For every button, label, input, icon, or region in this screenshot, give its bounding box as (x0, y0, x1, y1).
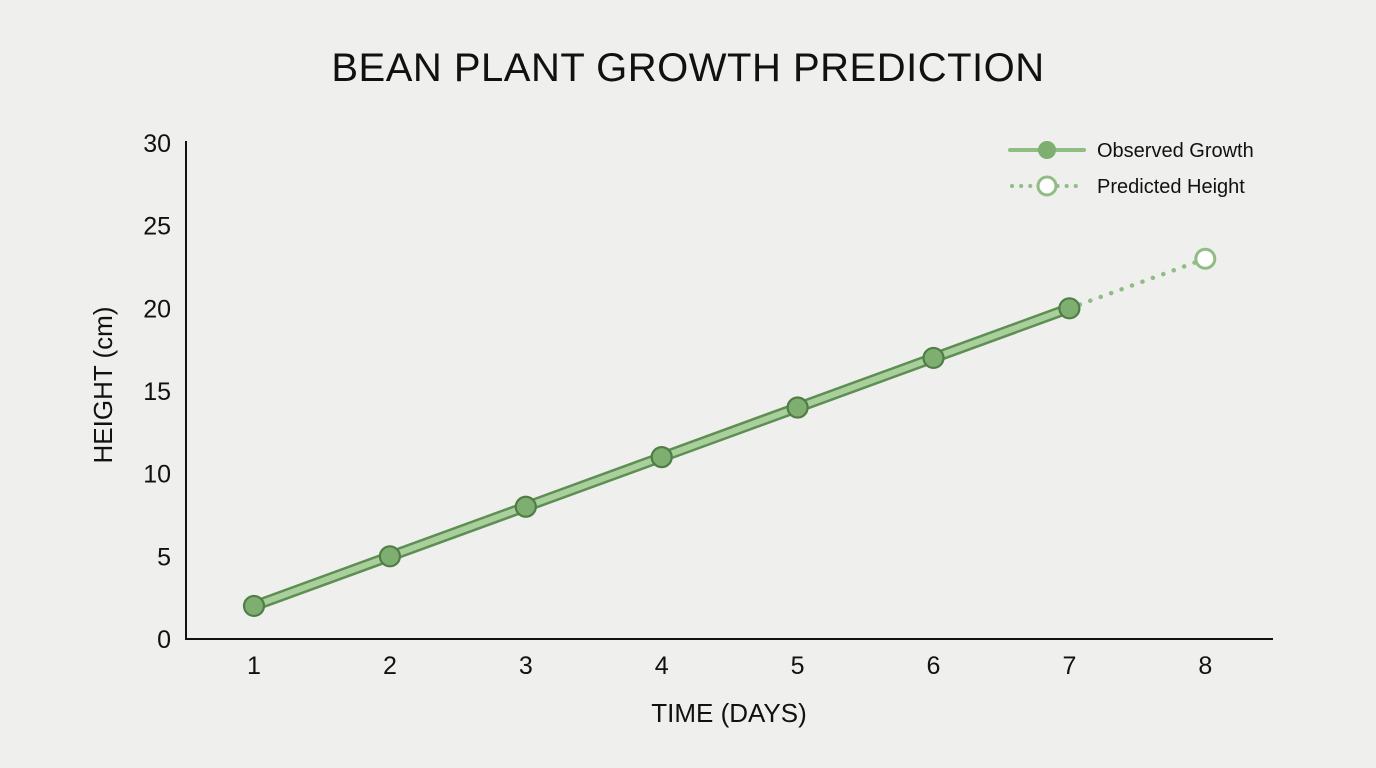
x-axis-title: TIME (DAYS) (651, 698, 807, 728)
x-tick-label: 5 (791, 652, 805, 680)
chart-title: BEAN PLANT GROWTH PREDICTION (331, 46, 1045, 90)
y-tick-labels: 0 5 10 15 20 25 30 (143, 130, 171, 654)
x-tick-label: 1 (247, 652, 261, 680)
legend-label-observed: Observed Growth (1097, 140, 1254, 162)
axes (185, 141, 1273, 640)
y-tick-label: 10 (143, 461, 171, 489)
y-tick-label: 15 (143, 378, 171, 406)
observed-marker-icon (1038, 141, 1056, 159)
legend-item-observed: Observed Growth (1008, 140, 1254, 162)
predicted-line (1067, 256, 1208, 311)
predicted-series (1067, 247, 1217, 311)
y-tick-label: 0 (157, 626, 171, 654)
x-tick-label: 7 (1062, 652, 1076, 680)
observed-point (242, 594, 266, 618)
x-tick-labels: 1 2 3 4 5 6 7 8 (247, 652, 1212, 680)
y-tick-label: 5 (157, 543, 171, 571)
observed-series (242, 297, 1081, 618)
legend: Observed Growth Predicted Height (1008, 140, 1254, 198)
observed-point (786, 396, 809, 419)
y-tick-label: 30 (143, 130, 171, 158)
y-tick-label: 20 (143, 295, 171, 323)
y-tick-label: 25 (143, 213, 171, 241)
x-tick-label: 3 (519, 652, 533, 680)
observed-point (378, 545, 401, 568)
x-tick-label: 6 (927, 652, 941, 680)
y-axis-title: HEIGHT (cm) (88, 307, 118, 464)
x-tick-label: 8 (1198, 652, 1212, 680)
predicted-marker-icon (1036, 175, 1058, 197)
observed-point (650, 446, 673, 469)
legend-label-predicted: Predicted Height (1097, 176, 1245, 198)
observed-point (1058, 297, 1081, 320)
x-tick-label: 2 (383, 652, 397, 680)
observed-point (514, 495, 537, 518)
predicted-point (1194, 247, 1217, 270)
observed-point (922, 346, 945, 370)
legend-item-predicted: Predicted Height (1010, 175, 1245, 198)
x-tick-label: 4 (655, 652, 669, 680)
